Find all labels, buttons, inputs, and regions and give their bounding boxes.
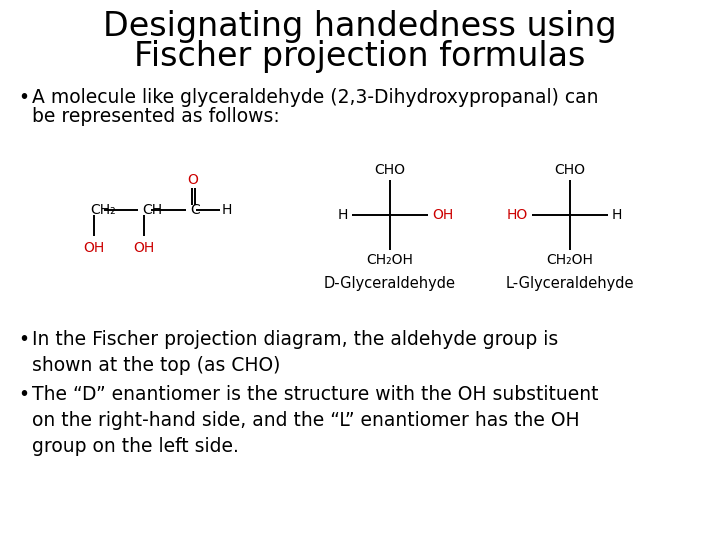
Text: CH: CH: [142, 203, 162, 217]
Text: •: •: [18, 385, 29, 404]
Text: OH: OH: [84, 241, 104, 255]
Text: CH₂: CH₂: [90, 203, 116, 217]
Text: D-Glyceraldehyde: D-Glyceraldehyde: [324, 276, 456, 291]
Text: be represented as follows:: be represented as follows:: [32, 107, 280, 126]
Text: Fischer projection formulas: Fischer projection formulas: [135, 40, 585, 73]
Text: Designating handedness using: Designating handedness using: [103, 10, 617, 43]
Text: CH₂OH: CH₂OH: [546, 253, 593, 267]
Text: OH: OH: [432, 208, 454, 222]
Text: CH₂OH: CH₂OH: [366, 253, 413, 267]
Text: C: C: [190, 203, 199, 217]
Text: H: H: [222, 203, 233, 217]
Text: •: •: [18, 88, 29, 107]
Text: OH: OH: [133, 241, 155, 255]
Text: HO: HO: [507, 208, 528, 222]
Text: O: O: [188, 173, 199, 187]
Text: CHO: CHO: [374, 163, 405, 177]
Text: CHO: CHO: [554, 163, 585, 177]
Text: •: •: [18, 330, 29, 349]
Text: H: H: [612, 208, 622, 222]
Text: The “D” enantiomer is the structure with the OH substituent
on the right-hand si: The “D” enantiomer is the structure with…: [32, 385, 598, 456]
Text: A molecule like glyceraldehyde (2,3-Dihydroxypropanal) can: A molecule like glyceraldehyde (2,3-Dihy…: [32, 88, 598, 107]
Text: In the Fischer projection diagram, the aldehyde group is
shown at the top (as CH: In the Fischer projection diagram, the a…: [32, 330, 558, 375]
Text: H: H: [338, 208, 348, 222]
Text: L-Glyceraldehyde: L-Glyceraldehyde: [505, 276, 634, 291]
